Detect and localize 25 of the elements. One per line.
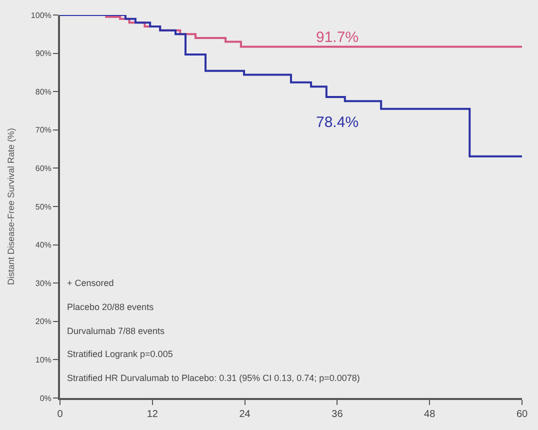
y-tick-label: 80% xyxy=(35,87,52,96)
annotation: 91.7% xyxy=(316,29,359,46)
x-tick-label: 36 xyxy=(332,409,344,420)
y-tick-label: 90% xyxy=(35,49,52,58)
x-tick-label: 48 xyxy=(424,409,436,420)
y-tick-label: 100% xyxy=(30,10,52,20)
annotation: + Censored xyxy=(67,278,114,288)
x-tick-label: 24 xyxy=(239,409,251,420)
y-tick-label: 60% xyxy=(35,164,52,173)
annotation: Stratified Logrank p=0.005 xyxy=(67,349,173,359)
annotation: 78.4% xyxy=(316,114,359,131)
x-tick-label: 12 xyxy=(146,409,158,420)
annotation: Placebo 20/88 events xyxy=(67,302,154,312)
x-tick-label: 0 xyxy=(57,409,64,420)
y-tick-label: 0% xyxy=(40,394,52,403)
y-tick-label: 40% xyxy=(35,240,52,250)
y-tick-label: 20% xyxy=(35,317,52,326)
y-tick-label: 50% xyxy=(35,202,52,212)
x-tick-label: 60 xyxy=(516,409,528,420)
annotation: Stratified HR Durvalumab to Placebo: 0.31 (95% CI 0.13, 0.74; p=0.0078) xyxy=(67,373,360,383)
y-axis-title: Distant Disease-Free Survival Rate (%) xyxy=(6,128,16,286)
y-tick-label: 70% xyxy=(35,126,52,135)
y-tick-label: 10% xyxy=(35,356,52,364)
annotation: Durvalumab 7/88 events xyxy=(67,326,166,336)
y-tick-label: 30% xyxy=(35,278,52,288)
